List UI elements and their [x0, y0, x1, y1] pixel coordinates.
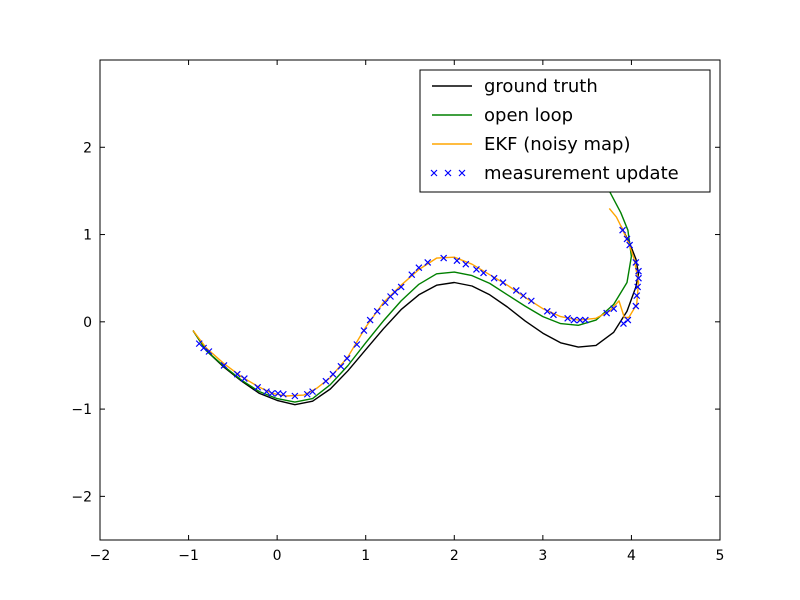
measurement-marker: [440, 254, 448, 262]
legend-label: open loop: [484, 105, 573, 126]
measurement-marker: [360, 327, 368, 334]
legend-swatch-marker: [444, 169, 452, 177]
measurement-marker: [634, 283, 642, 291]
y-tick-label: −1: [71, 402, 92, 418]
measurement-marker: [303, 390, 311, 398]
series-line-0: [192, 225, 640, 406]
measurement-marker: [610, 305, 618, 313]
x-tick-label: −2: [90, 548, 111, 564]
measurement-marker: [620, 320, 627, 327]
legend-swatch-marker: [430, 169, 438, 177]
measurement-marker: [254, 383, 262, 391]
y-tick-label: 0: [83, 315, 92, 331]
measurement-marker: [480, 269, 487, 277]
measurement-marker: [291, 392, 299, 400]
y-tick-label: 2: [83, 140, 92, 156]
measurement-marker: [337, 362, 345, 370]
legend-label: EKF (noisy map): [484, 134, 630, 155]
measurement-marker: [200, 344, 208, 352]
measurement-marker: [543, 307, 551, 315]
measurement-marker: [309, 388, 316, 396]
legend-swatch-marker: [458, 169, 466, 177]
measurement-marker: [462, 260, 470, 268]
measurement-marker: [633, 292, 641, 300]
measurement-marker: [373, 307, 381, 315]
measurement-marker: [581, 316, 589, 324]
measurement-marker: [603, 309, 611, 317]
measurement-marker: [424, 259, 432, 266]
plot-frame: [99, 59, 721, 541]
measurement-marker: [263, 388, 270, 396]
measurement-marker: [329, 370, 337, 378]
legend-label: ground truth: [484, 76, 598, 97]
measurement-marker: [205, 348, 213, 355]
measurement-marker: [274, 389, 282, 397]
measurement-marker: [632, 259, 640, 266]
x-tick-label: 3: [538, 548, 547, 564]
measurement-marker: [550, 311, 557, 319]
measurement-marker: [576, 316, 584, 324]
measurement-marker: [268, 389, 276, 397]
y-tick-label: −2: [71, 489, 92, 505]
measurement-marker: [570, 316, 578, 324]
y-tick-label: 1: [83, 228, 92, 244]
measurement-marker: [391, 288, 399, 296]
series-line-1: [192, 173, 633, 403]
x-tick-label: 4: [627, 548, 636, 564]
measurement-marker: [220, 362, 228, 369]
x-tick-label: 2: [450, 548, 459, 564]
measurement-marker: [279, 390, 287, 398]
measurement-marker: [635, 274, 642, 282]
measurement-marker: [233, 370, 241, 378]
measurement-marker: [381, 299, 389, 307]
legend-label: measurement update: [484, 163, 679, 184]
ticks-layer: −2 −1 0 1 2 3 4 5 −2 −1 0 1 2: [71, 60, 724, 564]
measurement-marker: [453, 257, 461, 265]
measurement-marker: [564, 314, 572, 322]
measurement-marker: [415, 264, 423, 272]
measurement-marker: [624, 316, 632, 324]
measurement-marker: [527, 297, 535, 305]
measurement-marker: [322, 377, 330, 385]
measurement-marker: [632, 302, 640, 310]
series-line-2: [192, 207, 640, 397]
x-tick-label: 5: [716, 548, 725, 564]
measurement-marker: [366, 316, 374, 324]
measurement-marker: [397, 283, 405, 291]
measurement-marker: [240, 375, 248, 382]
x-tick-label: 0: [273, 548, 282, 564]
measurement-marker: [635, 267, 642, 275]
legend-box: [419, 69, 711, 193]
measurement-marker: [623, 235, 631, 243]
measurement-marker: [626, 241, 634, 249]
series-layer: [192, 173, 642, 406]
measurement-marker: [512, 286, 520, 294]
measurement-marker: [519, 292, 527, 300]
measurement-marker: [490, 274, 498, 282]
measurement-marker: [473, 266, 480, 273]
measurement-marker: [619, 226, 626, 234]
measurement-marker: [343, 355, 351, 362]
x-tick-label: 1: [361, 548, 370, 564]
measurement-marker: [499, 279, 507, 286]
measurement-marker: [408, 271, 416, 279]
legend: ground truth open loop EKF (noisy map) meas…: [419, 69, 711, 193]
x-tick-label: −1: [178, 548, 199, 564]
measurement-marker: [353, 341, 361, 348]
